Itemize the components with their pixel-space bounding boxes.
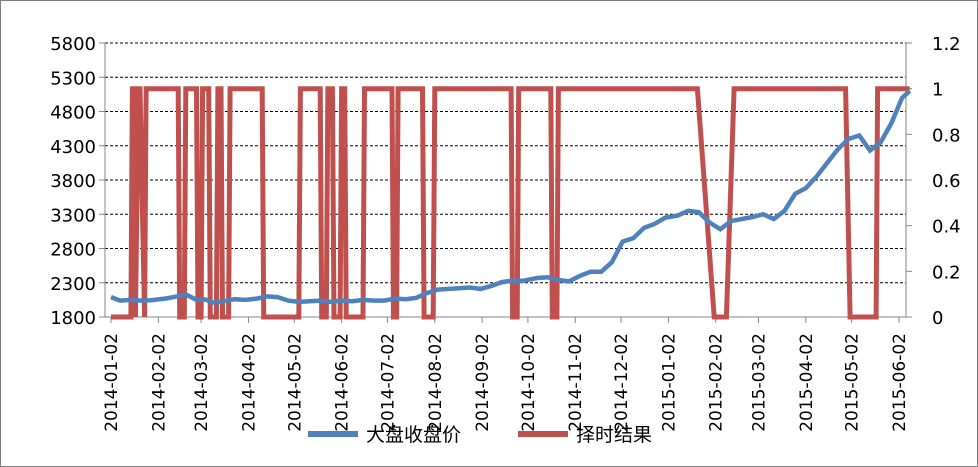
- y-left-tick-labels: 1800 2300 2800 3300 3800 4300 4800 5300 5800: [50, 34, 105, 329]
- y-left-tick-1800: 1800: [50, 308, 96, 329]
- x-tick-2015-05-02: 2015-05-02: [843, 333, 863, 432]
- y-left-tick-5300: 5300: [50, 68, 96, 89]
- y-right-tick-0.2: 0.2: [932, 262, 961, 283]
- x-tick-labels: 2014-01-02 2014-02-02 2014-03-02 2014-04-02…: [102, 317, 910, 432]
- series-line-close: [110, 89, 912, 305]
- y-right-tick-0.4: 0.4: [932, 217, 961, 238]
- y-right-tick-0.8: 0.8: [932, 125, 961, 146]
- x-tick-2015-06-02: 2015-06-02: [890, 333, 910, 432]
- y-left-tick-3800: 3800: [50, 171, 96, 192]
- y-left-tick-5800: 5800: [50, 34, 96, 55]
- x-tick-2014-05-02: 2014-05-02: [285, 333, 305, 432]
- y-right-tick-labels: 0 0.2 0.4 0.6 0.8 1 1.2: [906, 34, 961, 329]
- y-left-tick-4300: 4300: [50, 137, 96, 158]
- y-left-tick-3300: 3300: [50, 205, 96, 226]
- x-tick-2014-06-02: 2014-06-02: [333, 333, 353, 432]
- x-tick-2015-04-02: 2015-04-02: [797, 333, 817, 432]
- y-right-tick-0: 0: [932, 308, 943, 329]
- legend-label-timing: 择时结果: [576, 424, 652, 446]
- legend: 大盘收盘价 择时结果: [308, 424, 652, 446]
- y-left-tick-4800: 4800: [50, 103, 96, 124]
- y-right-tick-0.6: 0.6: [932, 171, 961, 192]
- x-tick-2014-02-02: 2014-02-02: [149, 333, 169, 432]
- x-tick-2014-09-02: 2014-09-02: [473, 333, 493, 432]
- x-tick-2014-07-02: 2014-07-02: [378, 333, 398, 432]
- x-tick-2014-01-02: 2014-01-02: [102, 333, 122, 432]
- x-tick-2014-08-02: 2014-08-02: [426, 333, 446, 432]
- y-left-tick-2800: 2800: [50, 240, 96, 261]
- y-left-tick-2300: 2300: [50, 274, 96, 295]
- x-tick-2014-10-02: 2014-10-02: [519, 333, 539, 432]
- series-line-timing: [111, 86, 910, 320]
- x-tick-2015-03-02: 2015-03-02: [750, 333, 770, 432]
- x-tick-2014-04-02: 2014-04-02: [239, 333, 259, 432]
- x-tick-2014-12-02: 2014-12-02: [612, 333, 632, 432]
- series-lines: [110, 86, 912, 320]
- x-tick-2015-02-02: 2015-02-02: [707, 333, 727, 432]
- y-right-tick-1.2: 1.2: [932, 34, 961, 55]
- x-tick-2014-11-02: 2014-11-02: [566, 333, 586, 432]
- x-tick-2015-01-02: 2015-01-02: [659, 333, 679, 432]
- y-right-tick-1: 1: [932, 80, 943, 101]
- x-tick-2014-03-02: 2014-03-02: [192, 333, 212, 432]
- legend-label-close: 大盘收盘价: [366, 424, 461, 446]
